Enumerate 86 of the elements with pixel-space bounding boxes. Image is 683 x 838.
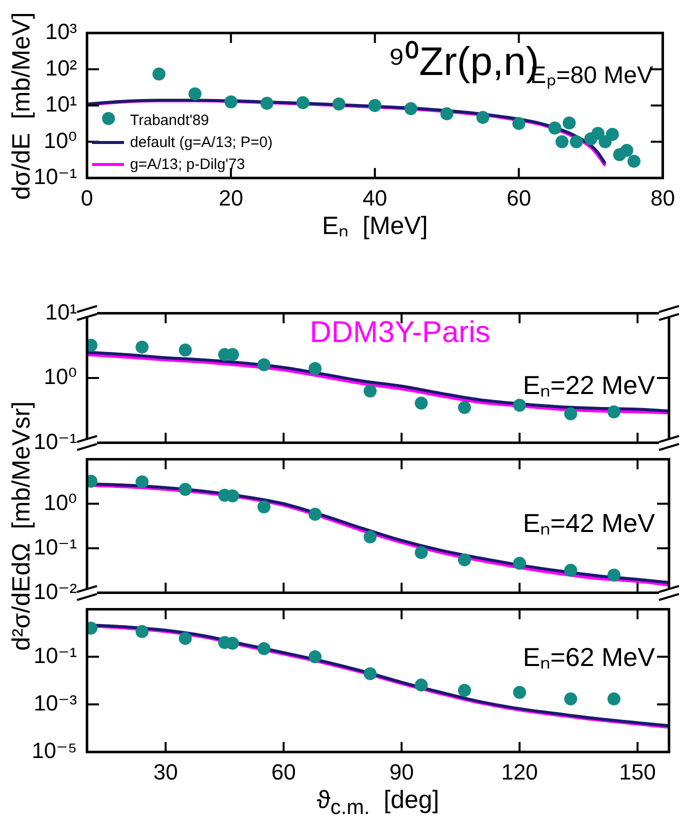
y-tick-label: 10⁻¹ [34,164,77,190]
point [404,102,418,116]
point [513,686,526,699]
y-tick-label: 10³ [45,19,77,44]
point [224,95,238,108]
point [260,96,274,110]
point [564,407,578,420]
annotation: Eₙ=22 MeV [522,370,655,400]
point [226,636,239,650]
point [136,340,149,354]
point [364,530,377,544]
point [257,642,270,656]
y-tick-label: 10¹ [45,299,77,324]
x-tick-label: 150 [619,759,656,784]
point [591,126,604,140]
point [513,556,526,570]
point [178,482,192,496]
point [513,398,526,412]
x-tick-label: 60 [506,185,532,210]
point [308,362,322,376]
y-axis-title: d²σ/dEdΩ [mb/MeVsr] [8,401,36,651]
point [627,154,640,168]
point [458,401,472,414]
point [458,684,472,697]
point [308,650,322,664]
y-tick-label: 10⁻² [34,578,77,604]
point [257,358,270,372]
y-tick-label: 10⁻³ [34,690,77,716]
y-axis-title: dσ/dE [mb/MeV] [8,12,36,200]
y-tick-label: 10⁻⁵ [32,738,77,764]
point [564,692,578,706]
x-tick-label: 40 [362,185,388,210]
point [332,98,346,110]
point [152,67,166,80]
point [414,396,428,410]
point [607,405,620,418]
x-tick-label: 20 [218,185,244,210]
point [548,121,562,134]
point [607,692,620,706]
point [188,87,202,100]
y-tick-label: 10⁰ [44,490,78,515]
x-axis-title: Eₙ [MeV] [322,212,428,240]
point [136,625,149,638]
point [414,546,428,560]
legend-label: g=A/13; p-Dilg'73 [130,156,246,172]
point [414,678,428,692]
point [606,128,619,141]
point [364,384,377,398]
point [607,568,620,582]
y-tick-label: 10⁻¹ [34,534,77,560]
y-tick-label: 10² [45,55,77,80]
x-tick-label: 30 [153,759,178,784]
x-axis-title: ϑ$_{c.m.}$ [deg] [316,786,440,819]
annotation: Eₙ=62 MeV [522,642,655,672]
point [440,107,454,120]
legend-label: Trabandt'89 [130,112,210,128]
x-tick-label: 80 [650,185,676,210]
y-tick-label: 10⁰ [44,364,78,390]
point [620,144,634,157]
point [364,667,377,680]
point [564,564,578,577]
y-tick-label: 10⁰ [44,128,78,153]
point [556,135,569,148]
x-tick-label: 0 [80,185,94,210]
point [257,500,270,514]
point [512,116,526,130]
point [296,96,310,110]
legend-label: default (g=A/13; P=0) [130,134,273,150]
point [136,475,149,488]
x-tick-label: 60 [271,759,296,784]
point [226,489,239,502]
point [178,344,192,357]
point [458,553,472,566]
point [178,632,192,645]
point [308,508,322,521]
point [562,116,576,130]
annotation: DDM3Y-Paris [310,316,490,349]
y-tick-label: 10¹ [45,92,77,117]
point [368,99,382,112]
point [570,135,583,148]
x-tick-label: 90 [389,759,414,784]
point [476,110,490,124]
x-tick-label: 120 [501,759,538,784]
annotation: Eₙ=42 MeV [522,508,655,538]
y-tick-label: 10⁻¹ [34,428,77,454]
y-tick-label: 10⁻¹ [34,642,77,668]
